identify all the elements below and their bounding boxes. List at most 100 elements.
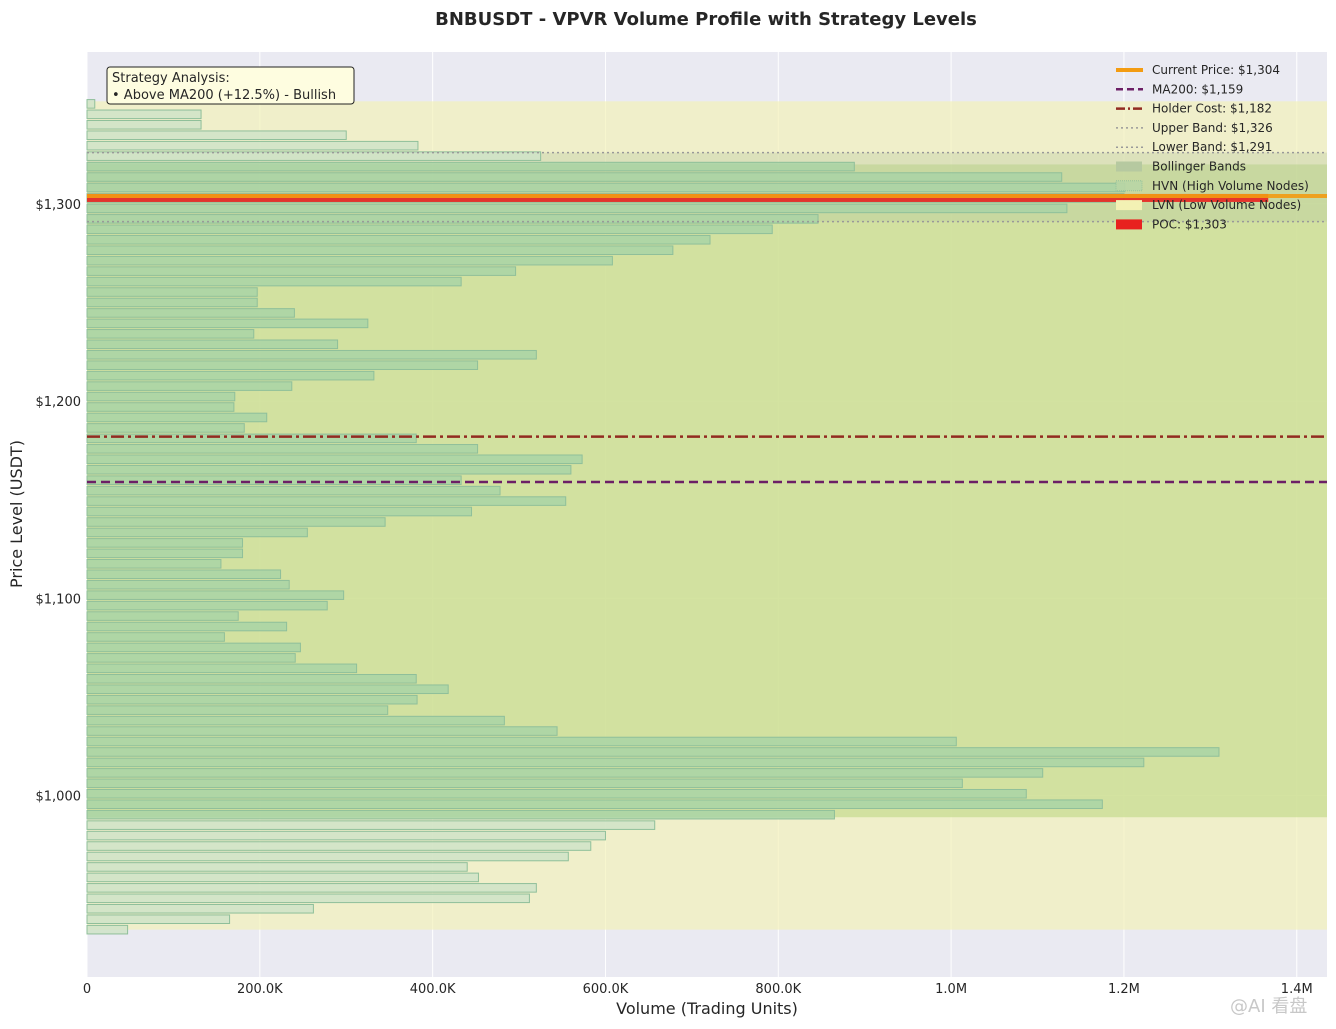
volume-bar [86, 674, 417, 684]
volume-bar [86, 423, 245, 433]
volume-bar [86, 444, 479, 454]
volume-bar [86, 454, 583, 465]
volume-bar [86, 255, 613, 266]
chart-title: BNBUSDT - VPVR Volume Profile with Strat… [435, 9, 977, 30]
volume-bar [86, 642, 301, 653]
volume-bar [86, 747, 1220, 757]
legend-label: LVN (Low Volume Nodes) [1152, 198, 1301, 212]
strategy-annotation: Strategy Analysis: • Above MA200 (+12.5%… [106, 66, 355, 105]
strategy-level-lines [87, 151, 1327, 484]
annotation-box [106, 66, 355, 105]
annotation-line: • Above MA200 (+12.5%) - Bullish [112, 88, 336, 103]
volume-bar [86, 694, 418, 705]
volume-bar [86, 872, 479, 883]
volume-bar [86, 161, 855, 172]
volume-bar [86, 903, 314, 914]
volume-bar [86, 506, 473, 517]
volume-bar [86, 548, 244, 559]
volume-bar [86, 517, 386, 527]
volume-bar [86, 349, 537, 360]
legend-label: Bollinger Bands [1152, 160, 1246, 174]
volume-bar [86, 736, 957, 747]
volume-bar [86, 182, 1126, 193]
legend-label: Lower Band: $1,291 [1152, 140, 1272, 154]
axes: 0 200.0K 400.0K 600.0K 800.0K 1.0M 1.2M 1.4M $1,… [36, 198, 1313, 997]
legend: Current Price: $1,304 MA200: $1,159 Holder… [1115, 63, 1309, 231]
volume-bar [86, 119, 202, 130]
y-tick-label: $1,100 [36, 592, 82, 607]
volume-bar [86, 914, 231, 924]
x-tick-label: 1.0M [935, 982, 967, 997]
volume-bar [86, 130, 347, 141]
volume-bar [86, 297, 258, 308]
legend-label: POC: $1,303 [1152, 217, 1227, 231]
volume-bar [86, 485, 501, 496]
volume-bar [86, 496, 567, 506]
volume-bar [86, 809, 835, 820]
legend-swatch [1116, 200, 1142, 211]
y-tick-label: $1,300 [36, 198, 82, 213]
legend-swatch [1116, 161, 1142, 172]
volume-bar [86, 757, 1145, 768]
volume-bar [86, 475, 462, 485]
y-tick-label: $1,000 [36, 790, 82, 805]
legend-label: Holder Cost: $1,182 [1152, 102, 1272, 116]
legend-label: MA200: $1,159 [1152, 82, 1243, 96]
legend-swatch [1116, 219, 1142, 230]
volume-bar [86, 214, 819, 224]
volume-bar [86, 266, 517, 276]
volume-bar [86, 621, 288, 632]
volume-bar [86, 559, 222, 569]
volume-bar [86, 768, 1044, 778]
volume-bar [86, 99, 96, 109]
volume-bar [86, 632, 225, 642]
volume-bar [86, 234, 711, 245]
volume-bar [86, 308, 295, 318]
volume-bar [86, 527, 308, 538]
volume-bar [86, 245, 674, 256]
volume-bar [86, 788, 1027, 799]
y-axis-label: Price Level (USDT) [7, 440, 26, 588]
x-tick-label: 600.0K [583, 982, 629, 997]
volume-bar [86, 381, 293, 391]
volume-bar [86, 579, 290, 590]
volume-bar [86, 830, 606, 841]
volume-bar [86, 663, 358, 674]
volume-bar [86, 276, 462, 287]
volume-bar [86, 203, 1068, 214]
volume-bar [86, 140, 419, 151]
volume-bar [86, 893, 530, 904]
watermark: @AI 看盘 [1230, 996, 1307, 1017]
x-tick-label: 0 [83, 982, 91, 997]
volume-bar [86, 287, 258, 297]
volume-bar [86, 924, 129, 935]
volume-bar [86, 653, 296, 663]
volume-bar [86, 883, 537, 893]
volume-bar [86, 329, 255, 339]
volume-bar [86, 799, 1103, 810]
volume-bar [86, 433, 417, 444]
y-tick-label: $1,200 [36, 395, 82, 410]
legend-label: Current Price: $1,304 [1152, 63, 1280, 77]
volume-bar [86, 538, 244, 548]
x-tick-label: 800.0K [755, 982, 801, 997]
x-axis-label: Volume (Trading Units) [616, 999, 798, 1018]
volume-bar [86, 600, 328, 611]
volume-bar [86, 611, 239, 621]
volume-bar [86, 360, 479, 370]
volume-bar [86, 109, 202, 120]
volume-bar [86, 391, 236, 402]
legend-label: HVN (High Volume Nodes) [1152, 179, 1309, 193]
volume-bar [86, 569, 282, 580]
volume-bar [86, 402, 235, 412]
annotation-title: Strategy Analysis: [112, 71, 230, 86]
volume-bar [86, 851, 569, 862]
volume-bar [86, 224, 773, 235]
volume-bar [86, 464, 572, 475]
volume-bar [86, 705, 389, 715]
legend-swatch [1115, 180, 1143, 192]
volume-bar [86, 590, 345, 600]
volume-bar [86, 820, 656, 830]
volume-bar [86, 715, 505, 726]
